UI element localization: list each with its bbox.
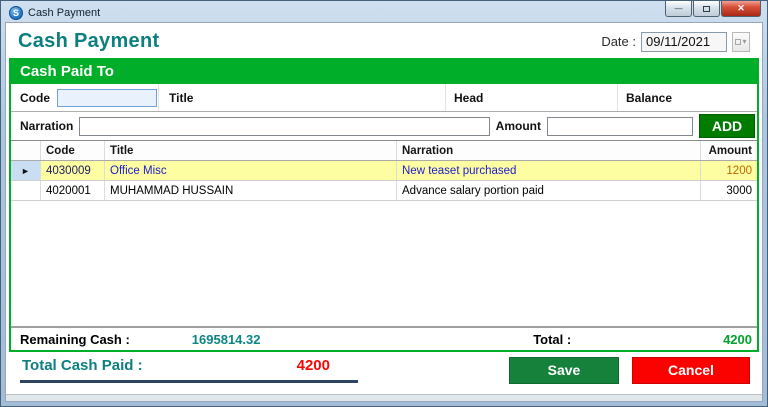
grid-header-title[interactable]: Title: [105, 141, 397, 160]
close-button[interactable]: ✕: [721, 1, 761, 17]
entry-row: Narration Amount ADD: [11, 112, 757, 140]
date-group: Date : 09/11/2021 ▾: [601, 31, 750, 52]
date-label: Date :: [601, 34, 636, 49]
title-label: Title: [169, 90, 194, 105]
remaining-cash-value: 1695814.32: [191, 331, 261, 347]
grid-header-code[interactable]: Code: [41, 141, 105, 160]
payments-grid: Code Title Narration Amount ► 4030009 Of…: [11, 140, 757, 326]
cell-narration: New teaset purchased: [397, 161, 701, 180]
calendar-dropdown-button[interactable]: ▾: [732, 31, 750, 52]
cell-amount: 1200: [701, 161, 757, 180]
add-button[interactable]: ADD: [699, 114, 755, 138]
title-cell: Title: [159, 84, 446, 111]
page-title: Cash Payment: [18, 30, 160, 52]
table-row[interactable]: ► 4030009 Office Misc New teaset purchas…: [11, 161, 757, 181]
balance-label: Balance: [626, 90, 673, 105]
amount-input[interactable]: [547, 116, 693, 136]
page-header: Cash Payment Date : 09/11/2021 ▾: [6, 23, 762, 58]
table-row[interactable]: 4020001 MUHAMMAD HUSSAIN Advance salary …: [11, 181, 757, 201]
maximize-button[interactable]: [693, 1, 720, 17]
total-cash-paid-label: Total Cash Paid :: [22, 357, 143, 374]
window-title: Cash Payment: [28, 6, 101, 19]
app-icon: S: [9, 5, 23, 20]
grid-empty-area: [11, 201, 757, 326]
save-button[interactable]: Save: [509, 356, 619, 384]
minimize-button[interactable]: —: [665, 1, 692, 17]
titlebar[interactable]: S Cash Payment — ✕: [5, 1, 763, 22]
footer-strip: Total Cash Paid : 4200 Save Cancel: [6, 352, 762, 394]
code-label: Code: [20, 90, 50, 105]
head-cell: Head: [446, 84, 618, 111]
chevron-down-icon: ▾: [742, 37, 747, 46]
amount-label: Amount: [495, 119, 541, 133]
date-field[interactable]: 09/11/2021: [641, 31, 727, 52]
total-cash-paid-value: 4200: [296, 357, 330, 374]
narration-input[interactable]: [79, 116, 490, 136]
client-area: Cash Payment Date : 09/11/2021 ▾ Cash Pa…: [5, 22, 763, 402]
grid-header-amount[interactable]: Amount: [708, 144, 752, 157]
total-value: 4200: [723, 331, 752, 347]
code-input[interactable]: [57, 88, 157, 107]
narration-label: Narration: [20, 119, 74, 133]
head-label: Head: [454, 90, 484, 105]
cell-title: Office Misc: [105, 161, 397, 180]
maximize-icon: [703, 5, 710, 12]
lookup-row: Code Title Head Balance: [11, 84, 757, 112]
row-selector-arrow-icon: ►: [11, 161, 41, 180]
total-label: Total :: [533, 331, 572, 347]
cell-title: MUHAMMAD HUSSAIN: [105, 181, 397, 200]
cash-paid-to-panel: Cash Paid To Code Title Head Balance: [9, 58, 759, 352]
total-cash-paid-group: Total Cash Paid : 4200: [20, 357, 358, 383]
cell-amount: 3000: [701, 181, 757, 200]
total-group: Total : 4200: [533, 332, 757, 347]
grid-header-selector: [11, 141, 41, 160]
window-controls: — ✕: [665, 1, 761, 17]
code-cell: Code: [11, 84, 159, 111]
grid-header-narration[interactable]: Narration: [397, 141, 701, 160]
balance-cell: Balance: [618, 84, 757, 111]
remaining-cash-group: Remaining Cash : 1695814.32: [11, 332, 533, 347]
window-bottom-band: [6, 394, 762, 401]
cell-code: 4030009: [41, 161, 105, 180]
cell-narration: Advance salary portion paid: [397, 181, 701, 200]
grid-header-row: Code Title Narration Amount: [11, 141, 757, 161]
cell-code: 4020001: [41, 181, 105, 200]
row-selector-cell: [11, 181, 41, 200]
cancel-button[interactable]: Cancel: [632, 356, 750, 384]
calendar-icon: [735, 38, 742, 45]
remaining-cash-label: Remaining Cash :: [20, 331, 130, 347]
panel-banner: Cash Paid To: [11, 60, 757, 84]
totals-row: Remaining Cash : 1695814.32 Total : 4200: [11, 326, 757, 350]
